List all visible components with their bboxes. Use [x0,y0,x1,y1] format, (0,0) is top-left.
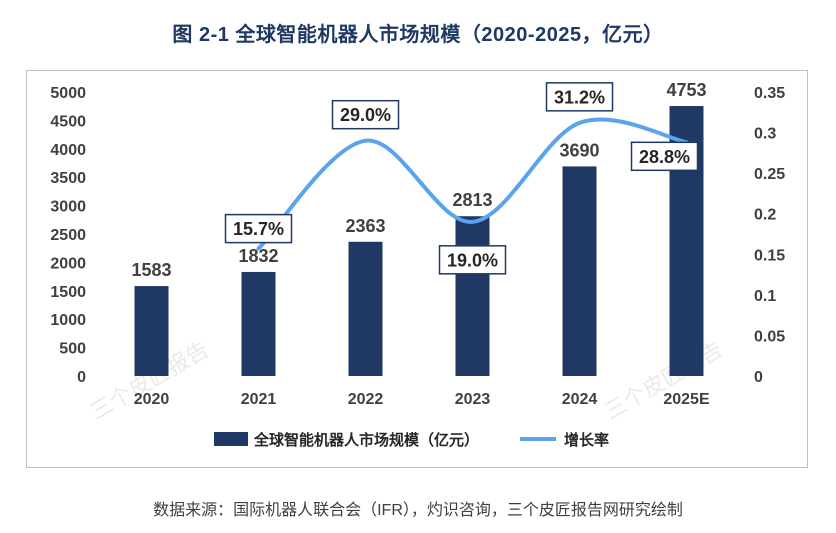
left-axis-tick: 4000 [50,142,86,159]
growth-rate-label-text: 19.0% [447,250,498,270]
bar-value-label: 1832 [238,246,278,266]
right-axis-tick: 0.35 [754,85,785,102]
bar-value-label: 1583 [131,260,171,280]
bar-value-label: 2813 [452,190,492,210]
growth-rate-label-box [438,245,507,275]
growth-rate-label: 31.2% [545,82,614,112]
right-axis-tick: 0 [754,369,763,386]
bar-2020 [134,286,169,376]
left-axis-tick: 2000 [50,255,86,272]
x-axis-tick: 2020 [134,391,170,408]
left-axis-tick: 1000 [50,312,86,329]
left-axis-tick: 3500 [50,170,86,187]
left-axis-tick: 5000 [50,85,86,102]
legend-bar-swatch [214,432,248,446]
bar-value-label: 2363 [345,216,385,236]
growth-rate-label: 28.8% [630,141,699,172]
left-axis-tick: 3000 [50,199,86,216]
bar-2023 [455,216,490,376]
x-axis-tick: 2021 [241,391,277,408]
growth-rate-label-box [331,99,400,130]
data-source-note: 数据来源：国际机器人联合会（IFR），灼识咨询，三个皮匠报告网研究绘制 [153,502,683,519]
legend-bar-label: 全球智能机器人市场规模（亿元） [253,431,479,449]
right-axis-tick: 0.3 [754,126,776,143]
right-axis-tick: 0.2 [754,207,776,224]
growth-rate-label-text: 28.8% [639,147,690,167]
growth-rate-label-text: 29.0% [340,105,391,125]
growth-rate-label-text: 31.2% [554,87,605,107]
left-axis-tick: 2500 [50,227,86,244]
watermark-1: 三个皮匠报告 [601,338,728,426]
bar-value-label: 3690 [559,140,599,160]
left-axis-tick: 0 [77,369,86,386]
chart-frame [26,70,808,468]
x-axis-tick: 2022 [348,391,384,408]
x-axis-tick: 2024 [562,391,598,408]
growth-rate-label-text: 15.7% [233,219,284,239]
right-axis-tick: 0.25 [754,166,785,183]
legend-line-label: 增长率 [564,431,609,449]
left-axis-tick: 500 [59,341,86,358]
right-axis-tick: 0.1 [754,288,776,305]
growth-rate-line [256,117,689,251]
growth-rate-label-box [630,141,699,172]
growth-rate-label: 19.0% [438,245,507,275]
right-axis-tick: 0.05 [754,328,785,345]
x-axis-tick: 2023 [455,391,491,408]
growth-rate-label-box [545,82,614,112]
bar-2024 [562,166,597,376]
x-axis-tick: 2025E [663,391,710,408]
growth-rate-label: 29.0% [331,99,400,130]
right-axis-tick: 0.15 [754,247,785,264]
left-axis-tick: 4500 [50,113,86,130]
left-axis-tick: 1500 [50,284,86,301]
bar-2021 [241,271,276,376]
chart-title: 图 2-1 全球智能机器人市场规模（2020-2025，亿元） [172,24,664,46]
bar-value-label: 4753 [666,80,706,100]
bar-2022 [348,241,383,376]
growth-rate-label-box [224,213,293,244]
growth-rate-label: 15.7% [224,213,293,244]
